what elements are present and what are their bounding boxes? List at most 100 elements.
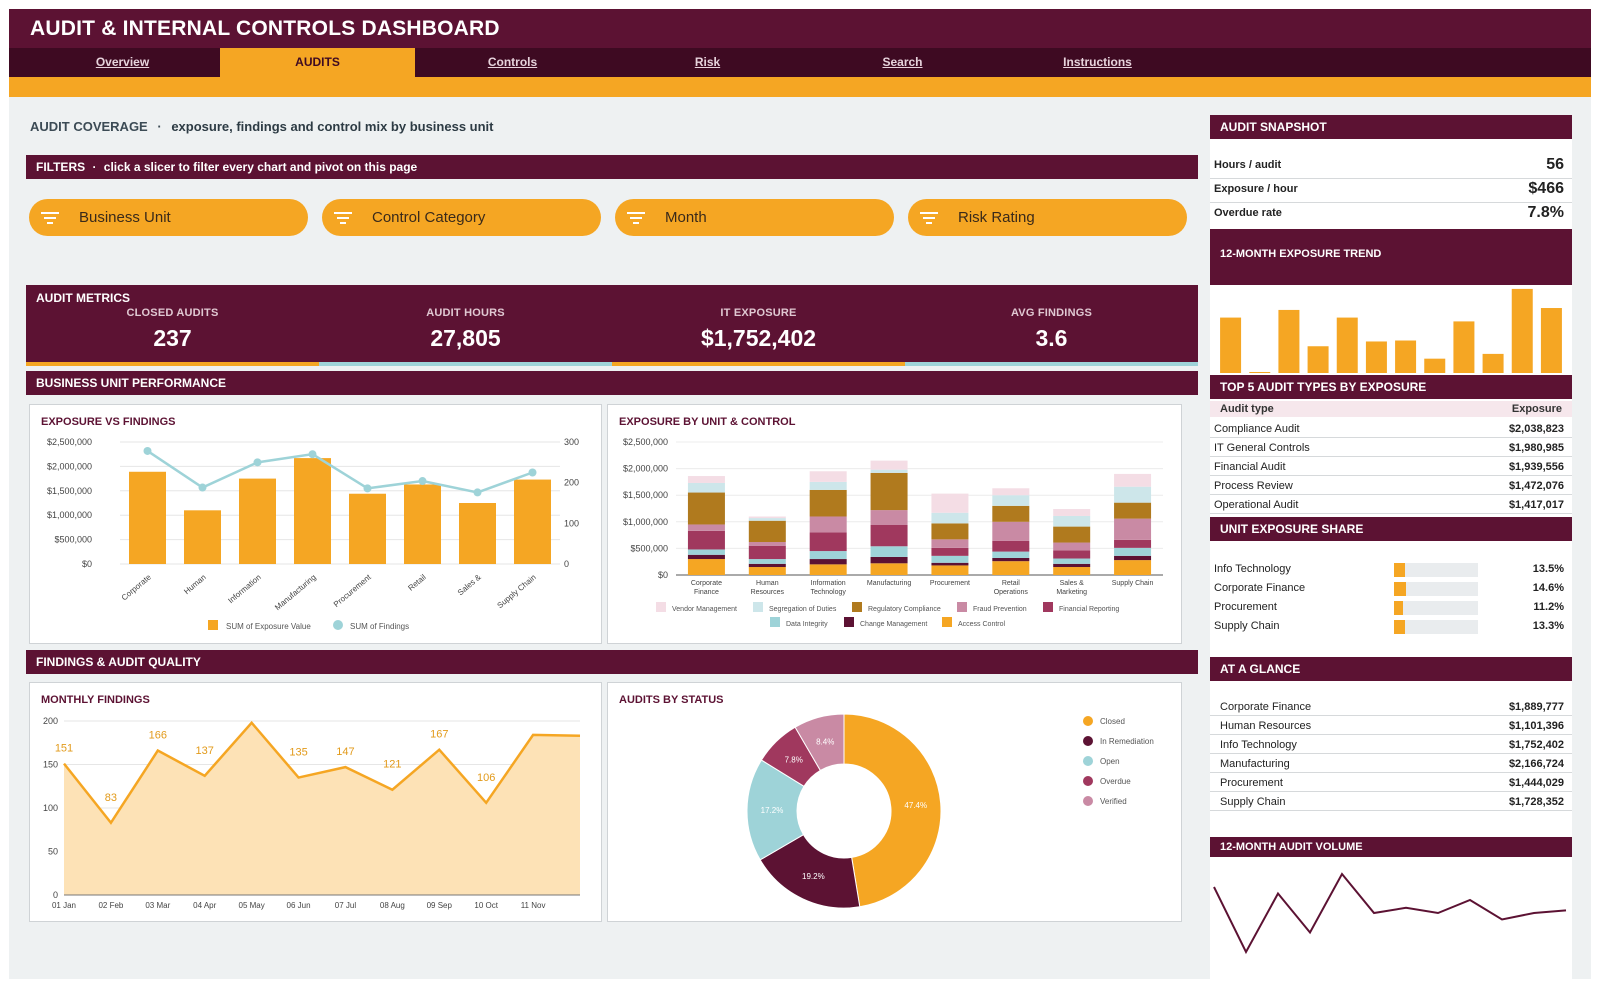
- stack-segment: [1053, 526, 1091, 543]
- legend-label: Fraud Prevention: [973, 606, 1027, 613]
- metric-stripe: [612, 362, 905, 366]
- stack-segment: [1114, 518, 1152, 540]
- trend-bar: [1278, 309, 1300, 373]
- monthly-findings-chart: 0 50 100 150 200 151 83 166 137 135 147 121 167 106 01…: [43, 716, 581, 910]
- row-value: $1,939,556: [1508, 461, 1564, 473]
- trend-bar: [1336, 317, 1358, 373]
- audit-volume-header: 12-MONTH AUDIT VOLUME: [1210, 837, 1572, 857]
- x-tick-label: Corporate: [691, 580, 722, 587]
- tab-controls[interactable]: Controls: [487, 55, 538, 69]
- snapshot-row: Overdue rate 7.8%: [1214, 204, 1568, 221]
- y-tick-label: 100: [43, 803, 58, 813]
- divider: [1210, 437, 1572, 438]
- legend-swatch: [333, 620, 343, 630]
- chart-title: EXPOSURE BY UNIT & CONTROL: [619, 416, 796, 428]
- metric-value: $1,752,402: [700, 325, 817, 351]
- x-tick-label: Technology: [810, 589, 846, 596]
- x-tick-label: Operations: [994, 589, 1029, 596]
- tab-instructions[interactable]: Instructions: [1063, 55, 1132, 69]
- legend-label: Vendor Management: [672, 606, 737, 613]
- stack-segment: [1114, 473, 1152, 487]
- tab-risk[interactable]: Risk: [694, 55, 721, 69]
- x-tick-label: Information: [226, 573, 262, 606]
- legend-label: Open: [1100, 757, 1120, 766]
- x-tick-label: 10 Oct: [474, 901, 498, 910]
- exposure-vs-findings-panel: EXPOSURE VS FINDINGS $0 $500,000 $1,000,00…: [29, 404, 602, 644]
- stack-segment: [748, 545, 786, 560]
- x-tick-label: Resources: [751, 589, 785, 596]
- stack-segment: [748, 518, 786, 521]
- trend-bar: [1424, 358, 1446, 373]
- trend-bar: [1249, 372, 1271, 373]
- unit-share-row: Corporate Finance 14.6%: [1214, 582, 1568, 596]
- coverage-title: AUDIT COVERAGE: [30, 119, 148, 134]
- stack-segment: [687, 554, 725, 560]
- legend-swatch: [852, 602, 862, 612]
- share-bar-track: [1394, 582, 1478, 596]
- y-tick-label: 200: [43, 716, 58, 726]
- tab-overview[interactable]: Overview: [95, 55, 150, 69]
- bar: [349, 493, 386, 564]
- coverage-subtitle: exposure, findings and control mix by bu…: [171, 119, 494, 134]
- stack-segment: [931, 539, 969, 548]
- x-tick-label: 04 Apr: [193, 901, 216, 910]
- x-tick-label: Corporate: [120, 572, 153, 602]
- filter-icon: [920, 212, 938, 224]
- tab-search[interactable]: Search: [882, 55, 923, 69]
- share-bar-track: [1394, 563, 1478, 577]
- row-label: Human Resources: [1220, 720, 1312, 732]
- x-tick-label: Retail: [406, 572, 428, 592]
- col-audit-type: Audit type: [1220, 403, 1274, 415]
- metric-label: AUDIT HOURS: [426, 307, 505, 319]
- x-tick-label: Sales &: [1060, 580, 1084, 587]
- stack-segment: [992, 488, 1030, 496]
- glance-header: AT A GLANCE: [1210, 657, 1572, 681]
- stack-segment: [870, 510, 908, 525]
- legend-swatch: [656, 602, 666, 612]
- metric-value: 27,805: [430, 325, 501, 351]
- slicer-month[interactable]: Month: [615, 199, 894, 236]
- glance-row: Procurement $1,444,029: [1214, 777, 1568, 789]
- trend-bar: [1511, 288, 1533, 373]
- x-tick-label: Finance: [694, 589, 719, 596]
- bar: [459, 503, 496, 564]
- row-value: $1,472,076: [1508, 480, 1564, 492]
- divider: [1210, 791, 1572, 792]
- metrics-title: AUDIT METRICS: [36, 291, 130, 305]
- trend-bar: [1365, 341, 1387, 373]
- row-value: 7.8%: [1527, 204, 1564, 221]
- trend-bar: [1453, 321, 1475, 373]
- slicer-control-category[interactable]: Control Category: [322, 199, 601, 236]
- slicer-risk-rating[interactable]: Risk Rating: [908, 199, 1187, 236]
- filter-icon: [334, 212, 352, 224]
- legend-swatch: [1083, 756, 1093, 766]
- share-bar-fill: [1394, 563, 1406, 577]
- row-value: $1,889,777: [1508, 701, 1564, 713]
- findings-point: [363, 484, 372, 493]
- exposure-by-unit-chart: $0 $500,000 $1,000,000 $1,500,000 $2,000,000…: [623, 437, 1163, 628]
- pie-slice: [759, 833, 861, 909]
- slice-label: 47.4%: [904, 801, 927, 810]
- unit-share-row: Procurement 11.2%: [1214, 601, 1568, 615]
- coverage-separator: ·: [157, 119, 162, 134]
- share-bar-fill: [1394, 601, 1404, 615]
- legend-label: Regulatory Compliance: [868, 606, 941, 613]
- row-value: $2,038,823: [1508, 423, 1564, 435]
- tab-audits[interactable]: AUDITS: [220, 48, 415, 77]
- stack-segment: [1053, 542, 1091, 551]
- row-value: $466: [1528, 180, 1564, 197]
- x-tick-label: 02 Feb: [98, 901, 123, 910]
- glance-row: Human Resources $1,101,396: [1214, 720, 1568, 732]
- slice-label: 17.2%: [761, 806, 784, 815]
- slicer-business-unit[interactable]: Business Unit: [29, 199, 308, 236]
- findings-point: [253, 458, 262, 467]
- metric-value: 237: [153, 325, 192, 351]
- stack-segment: [870, 546, 908, 557]
- stack-segment: [931, 523, 969, 540]
- stack-segment: [931, 512, 969, 524]
- coverage-heading: AUDIT COVERAGE · exposure, findings and …: [30, 119, 493, 134]
- filters-separator: ·: [92, 160, 97, 174]
- y-tick-label: $2,500,000: [623, 437, 668, 447]
- row-label: Supply Chain: [1214, 620, 1280, 632]
- exposure-vs-findings-chart: $0 $500,000 $1,000,000 $1,500,000 $2,000,000…: [47, 437, 579, 631]
